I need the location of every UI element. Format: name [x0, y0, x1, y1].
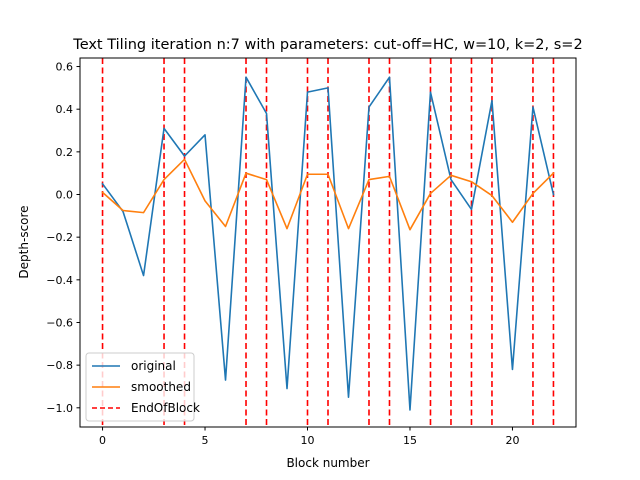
x-tick-label: 15 [403, 434, 417, 447]
y-tick-label: −1.0 [46, 402, 73, 415]
y-tick-label: 0.0 [56, 189, 74, 202]
plot-frame [79, 57, 577, 428]
legend: original smoothed EndOfBlock [85, 352, 200, 422]
series-line-smoothed [101, 158, 555, 231]
x-tick-label: 5 [202, 434, 209, 447]
y-axis-ticks: −1.0 −0.8 −0.6 −0.4 −0.2 0.0 0.2 0.4 0.6 [46, 61, 80, 415]
legend-label-original: original [131, 359, 176, 373]
series-line-original [101, 76, 555, 411]
series-lines [101, 76, 555, 411]
x-tick-label: 20 [505, 434, 519, 447]
legend-box [85, 352, 195, 422]
y-axis-label: Depth-score [17, 205, 31, 278]
chart-title: Text Tiling iteration n:7 with parameter… [72, 37, 582, 53]
y-tick-label: 0.2 [56, 146, 74, 159]
legend-items: original smoothed EndOfBlock [92, 359, 200, 415]
x-tick-label: 0 [99, 434, 106, 447]
y-tick-label: 0.4 [56, 103, 74, 116]
y-tick-label: −0.2 [46, 231, 73, 244]
end-of-block-lines [101, 58, 555, 427]
y-tick-label: −0.4 [46, 274, 73, 287]
legend-label-end-of-block: EndOfBlock [131, 401, 200, 415]
legend-label-smoothed: smoothed [131, 380, 191, 394]
y-tick-label: −0.6 [46, 316, 73, 329]
y-tick-label: −0.8 [46, 359, 73, 372]
plot-area [101, 58, 555, 427]
x-axis-ticks: 0 5 10 15 20 [99, 427, 519, 447]
x-tick-label: 10 [301, 434, 315, 447]
x-axis-label: Block number [286, 456, 369, 470]
y-tick-label: 0.6 [56, 61, 74, 74]
